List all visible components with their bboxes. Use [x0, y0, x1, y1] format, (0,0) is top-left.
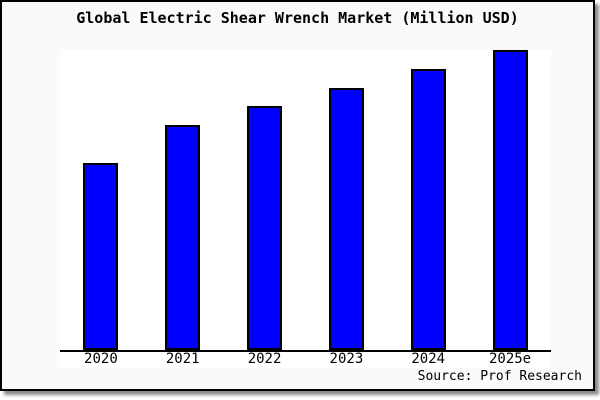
bar-2020: [83, 162, 119, 350]
bar-2024: [410, 68, 446, 350]
bar-slot-2025e: [469, 50, 551, 350]
bar-2021: [165, 125, 201, 350]
bar-2025e: [492, 50, 528, 350]
x-tick-2022: 2022: [247, 351, 282, 367]
bar-2023: [328, 87, 364, 350]
source-credit: Source: Prof Research: [417, 369, 582, 384]
bar-slot-2021: [142, 50, 224, 350]
bars: [60, 50, 551, 350]
bar-slot-2022: [224, 50, 306, 350]
x-axis-labels: 2020 2021 2022 2023 2024 2025e: [60, 352, 551, 368]
x-tick-2021: 2021: [165, 351, 200, 367]
plot-area: [60, 50, 551, 352]
x-tick-2020: 2020: [84, 351, 118, 367]
chart-title: Global Electric Shear Wrench Market (Mil…: [76, 9, 519, 27]
bar-slot-2024: [387, 50, 469, 350]
x-tick-2025e: 2025e: [488, 351, 532, 367]
bar-slot-2023: [305, 50, 387, 350]
bar-2022: [247, 106, 283, 350]
chart-figure: Global Electric Shear Wrench Market (Mil…: [0, 0, 595, 391]
bar-slot-2020: [60, 50, 142, 350]
x-tick-2024: 2024: [411, 351, 446, 367]
x-tick-2023: 2023: [329, 351, 364, 367]
